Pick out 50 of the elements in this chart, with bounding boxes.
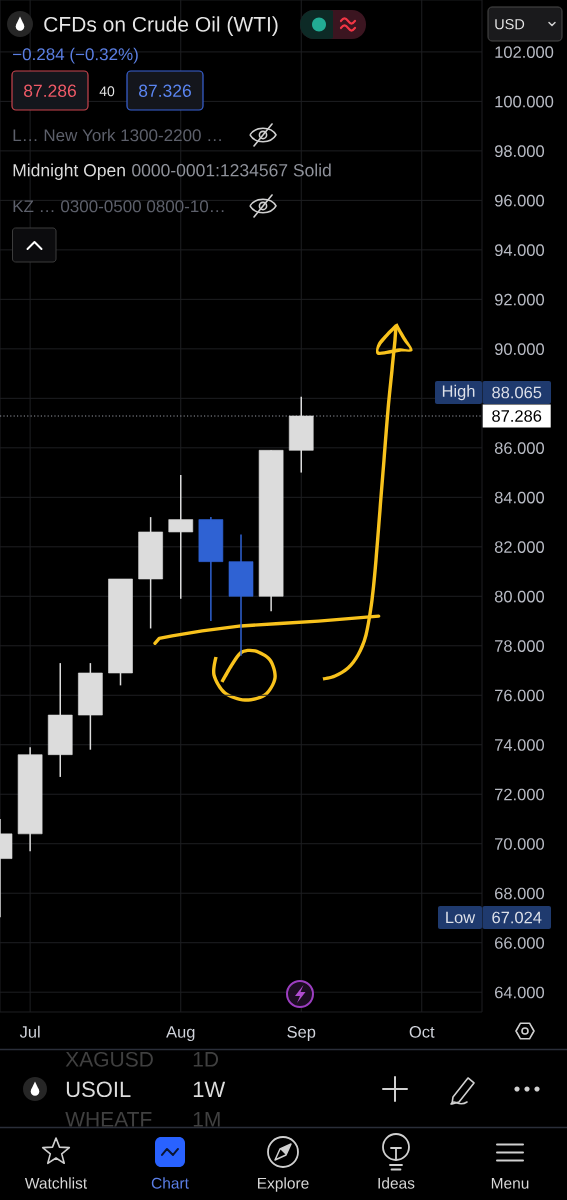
text: Ideas [378, 1177, 415, 1189]
text: CFDs on Crude Oil (WTI) [44, 16, 278, 36]
text: Chart [151, 1177, 189, 1189]
y-tick-label: 78.000 [495, 640, 545, 652]
annotation: KZ … 0300-0500 0800-10… [13, 200, 224, 213]
text: USOIL [66, 1081, 131, 1098]
text: WHEATF [65, 1112, 152, 1127]
annotation: 87.326 [139, 84, 191, 97]
y-tick-label: 70.000 [495, 838, 545, 850]
annotation: L… New York 1300-2200 … [13, 128, 221, 142]
y-tick-label: 68.000 [495, 887, 545, 900]
annotation: 40 [99, 86, 115, 97]
annotation: 87.286 [24, 84, 76, 97]
y-tick-label: 66.000 [495, 937, 545, 949]
candlestick [168, 474, 194, 600]
x-tick-label: Jul [19, 1025, 40, 1038]
y-tick-label: 96.000 [494, 194, 545, 207]
text: Menu [491, 1177, 529, 1189]
text: Watchlist [24, 1177, 88, 1189]
y-tick-label: 92.000 [494, 293, 545, 306]
y-tick-label: 90.000 [494, 343, 545, 355]
y-tick-label: 82.000 [494, 541, 545, 553]
x-tick-label: Sep [287, 1026, 316, 1042]
y-tick-label: 76.000 [495, 689, 545, 702]
text: 88.065 [492, 386, 542, 399]
text: 1D [193, 1052, 219, 1067]
ref-line-label: 87.286 [492, 410, 542, 422]
y-tick-label: 72.000 [495, 788, 545, 801]
y-tick-label: 74.000 [495, 739, 545, 751]
y-tick-label: 84.000 [494, 491, 545, 504]
y-tick-label: 98.000 [494, 145, 545, 157]
y-tick-label: 86.000 [494, 442, 545, 454]
text: XAGUSD [65, 1051, 153, 1067]
text: USD [495, 19, 525, 30]
x-tick-label: Aug [166, 1026, 195, 1042]
text: −0.284 (−0.32%) [13, 47, 138, 64]
text: 1W [193, 1081, 226, 1097]
annotation: Midnight Open [13, 163, 125, 180]
text: Explore [257, 1177, 309, 1192]
annotation: 0000-0001:1234567 Solid [132, 163, 331, 177]
y-tick-label: 94.000 [494, 244, 545, 256]
y-tick-label: 80.000 [494, 590, 545, 603]
annotation: High [442, 384, 475, 401]
y-tick-label: 102.000 [495, 46, 554, 59]
x-tick-label: Oct [409, 1026, 435, 1038]
y-tick-label: 100.000 [495, 95, 554, 108]
text: 1M [193, 1112, 220, 1127]
text: 67.024 [492, 911, 542, 924]
annotation: Low [446, 911, 476, 924]
y-tick-label: 64.000 [495, 986, 545, 999]
